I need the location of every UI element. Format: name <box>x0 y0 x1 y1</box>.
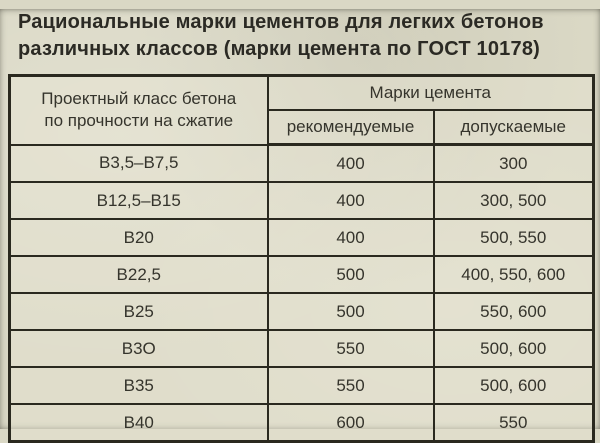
cell-concrete-class: В3,5–В7,5 <box>8 143 269 183</box>
table-row: В22,5 500 400, 550, 600 <box>8 255 595 294</box>
cell-allowed-grades: 400, 550, 600 <box>432 255 595 294</box>
table-body: В3,5–В7,5 400 300 В12,5–В15 400 300, 500… <box>8 143 595 443</box>
cell-recommended-grade: 550 <box>266 366 435 405</box>
cell-recommended-grade: 550 <box>266 329 435 368</box>
cell-allowed-grades: 500, 550 <box>432 218 595 257</box>
table-row: В12,5–В15 400 300, 500 <box>8 181 595 220</box>
cell-allowed-grades: 300, 500 <box>432 181 595 220</box>
cell-concrete-class: В22,5 <box>8 255 269 294</box>
cell-concrete-class: В40 <box>8 403 269 443</box>
cell-recommended-grade: 500 <box>266 292 435 331</box>
cell-recommended-grade: 400 <box>266 218 435 257</box>
cell-allowed-grades: 300 <box>432 143 595 183</box>
page-title-line-1: Рациональные марки цементов для легких б… <box>18 11 544 33</box>
header-cement-grades-group: Марки цемента <box>266 74 595 111</box>
header-allowed: допускаемые <box>432 109 595 146</box>
table-row: В3,5–В7,5 400 300 <box>8 143 595 183</box>
cell-concrete-class: В35 <box>8 366 269 405</box>
cell-allowed-grades: 500, 600 <box>432 329 595 368</box>
table-row: В20 400 500, 550 <box>8 218 595 257</box>
page-title: Рациональные марки цементов для легких б… <box>18 9 590 63</box>
cell-concrete-class: В3О <box>8 329 269 368</box>
cell-recommended-grade: 600 <box>266 403 435 443</box>
header-concrete-class-line-1: Проектный класс бетона <box>41 89 237 109</box>
table-row: В40 600 550 <box>8 403 595 443</box>
cell-allowed-grades: 550 <box>432 403 595 443</box>
cell-concrete-class: В12,5–В15 <box>8 181 269 220</box>
cell-recommended-grade: 400 <box>266 143 435 183</box>
table-header: Проектный класс бетона по прочности на с… <box>8 74 595 146</box>
page-title-line-2: различных классов (марки цемента по ГОСТ… <box>18 38 541 60</box>
table-row: В35 550 500, 600 <box>8 366 595 405</box>
cell-recommended-grade: 500 <box>266 255 435 294</box>
cement-grades-table: Проектный класс бетона по прочности на с… <box>8 74 595 443</box>
cell-allowed-grades: 550, 600 <box>432 292 595 331</box>
header-concrete-class-line-2: по прочности на сжатие <box>44 111 234 131</box>
cell-concrete-class: В25 <box>8 292 269 331</box>
table-row: В25 500 550, 600 <box>8 292 595 331</box>
table-row: В3О 550 500, 600 <box>8 329 595 368</box>
cell-recommended-grade: 400 <box>266 181 435 220</box>
header-recommended: рекомендуемые <box>266 109 435 146</box>
header-concrete-class: Проектный класс бетона по прочности на с… <box>8 74 269 146</box>
cell-allowed-grades: 500, 600 <box>432 366 595 405</box>
cell-concrete-class: В20 <box>8 218 269 257</box>
